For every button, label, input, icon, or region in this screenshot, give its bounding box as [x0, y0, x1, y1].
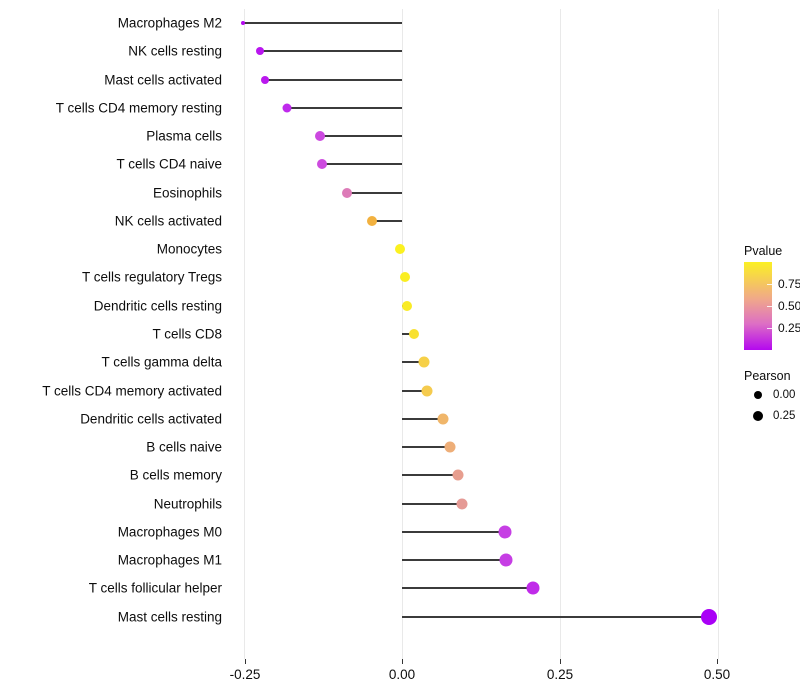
y-axis-tick-label: Macrophages M0 [117, 524, 222, 540]
x-axis-tick-label: -0.25 [229, 667, 261, 682]
lollipop-stem [321, 163, 402, 166]
y-axis-tick-label: Mast cells resting [117, 608, 222, 624]
colorbar-tick-label: 0.25 [778, 321, 800, 335]
lollipop-stem [372, 219, 402, 222]
lollipop-point[interactable] [240, 21, 245, 25]
y-axis-tick-label: Macrophages M1 [117, 552, 222, 568]
x-axis-tick [717, 659, 718, 664]
y-axis-tick-label: T cells CD4 memory resting [55, 100, 222, 116]
lollipop-point[interactable] [314, 131, 325, 142]
lollipop-point[interactable] [260, 75, 269, 84]
lollipop-stem [319, 135, 402, 138]
colorbar-tick [767, 328, 772, 329]
size-legend-key [753, 411, 763, 421]
y-axis-tick-label: T cells gamma delta [101, 354, 222, 370]
lollipop-point[interactable] [437, 413, 449, 425]
colorbar-tick [767, 306, 772, 307]
lollipop-point[interactable] [402, 300, 413, 311]
lollipop-stem [402, 446, 451, 449]
gridline-x [718, 9, 719, 659]
x-axis-tick-label: 0.00 [388, 667, 416, 682]
lollipop-point[interactable] [499, 553, 513, 567]
lollipop-stem [264, 78, 402, 81]
lollipop-point[interactable] [256, 47, 265, 56]
lollipop-point[interactable] [456, 498, 468, 510]
lollipop-point[interactable] [421, 385, 433, 396]
lollipop-point[interactable] [498, 525, 512, 539]
gridline-x [244, 9, 245, 659]
colorbar-tick-label: 0.50 [778, 299, 800, 313]
pvalue-legend-title: Pvalue [744, 244, 783, 258]
y-axis-tick-label: Neutrophils [153, 495, 222, 511]
lollipop-stem [242, 22, 402, 24]
y-axis-tick-label: B cells naive [146, 439, 222, 455]
y-axis-tick-label: T cells CD4 naive [116, 156, 222, 172]
lollipop-stem [286, 106, 402, 109]
lollipop-point[interactable] [400, 272, 411, 283]
y-axis-tick-label: B cells memory [129, 467, 222, 483]
lollipop-point[interactable] [700, 608, 717, 625]
colorbar-tick-label: 0.75 [778, 277, 800, 291]
lollipop-stem [402, 417, 444, 420]
lollipop-point[interactable] [444, 441, 456, 453]
y-axis-tick-label: T cells CD8 [152, 326, 222, 342]
y-axis-tick-label: NK cells resting [128, 43, 222, 59]
x-axis-tick [245, 659, 246, 664]
lollipop-point[interactable] [342, 187, 353, 198]
lollipop-stem [260, 50, 402, 53]
lollipop-stem [402, 502, 463, 505]
lollipop-point[interactable] [418, 356, 430, 368]
lollipop-point[interactable] [395, 244, 406, 255]
pearson-legend-title: Pearson [744, 369, 791, 383]
gridline-x [560, 9, 561, 659]
y-axis-tick-label: T cells regulatory Tregs [81, 269, 222, 285]
y-axis-tick-label: Monocytes [156, 241, 222, 257]
lollipop-stem [402, 587, 533, 590]
lollipop-stem [347, 191, 402, 194]
lollipop-stem [402, 361, 425, 364]
y-axis-tick-label: Plasma cells [146, 128, 222, 144]
lollipop-stem [402, 530, 506, 533]
y-axis-tick-label: Dendritic cells activated [80, 411, 222, 427]
lollipop-point[interactable] [452, 469, 464, 481]
plot-panel [230, 9, 730, 659]
y-axis-tick-label: Eosinophils [152, 184, 222, 200]
lollipop-stem [402, 615, 709, 618]
x-axis-tick-label: 0.50 [703, 667, 731, 682]
size-legend-key [754, 391, 762, 399]
y-axis-tick-label: T cells CD4 memory activated [42, 382, 222, 398]
y-axis-tick-label: Dendritic cells resting [93, 297, 222, 313]
colorbar-tick [767, 284, 772, 285]
y-axis-tick-label: Macrophages M2 [117, 15, 222, 31]
lollipop-point[interactable] [526, 581, 540, 595]
x-axis-tick [560, 659, 561, 664]
lollipop-stem [402, 332, 414, 335]
lollipop-stem [402, 474, 459, 477]
size-legend-label: 0.00 [773, 389, 796, 401]
x-axis-tick-label: 0.25 [546, 667, 574, 682]
lollipop-point[interactable] [316, 159, 327, 170]
lollipop-stem [402, 389, 428, 392]
y-axis-labels: Macrophages M2 NK cells resting Mast cells… [0, 0, 222, 700]
y-axis-tick-label: NK cells activated [114, 213, 222, 229]
lollipop-point[interactable] [409, 328, 419, 339]
y-axis-tick-label: T cells follicular helper [88, 580, 222, 596]
x-axis-tick [402, 659, 403, 664]
lollipop-point[interactable] [367, 215, 378, 226]
size-legend-label: 0.25 [773, 410, 796, 422]
lollipop-point[interactable] [282, 103, 292, 113]
lollipop-stem [402, 559, 506, 562]
y-axis-tick-label: Mast cells activated [104, 71, 222, 87]
